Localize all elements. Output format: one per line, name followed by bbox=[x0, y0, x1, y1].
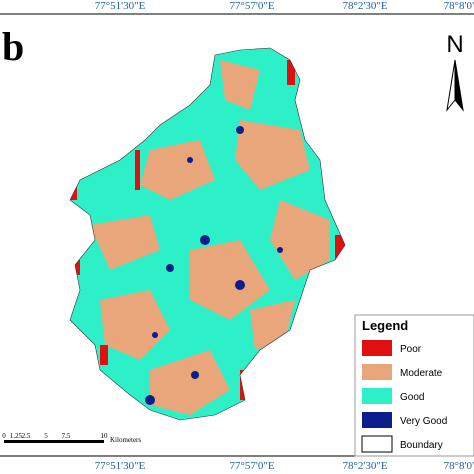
legend-title: Legend bbox=[362, 318, 408, 333]
coordinate-labels: 77°51'30"E 77°57'0"E 78°2'30"E 78°8'0" 77°51… bbox=[95, 0, 474, 472]
poor-patch bbox=[100, 345, 108, 365]
legend-swatch bbox=[361, 435, 393, 453]
legend-label: Moderate bbox=[400, 368, 443, 379]
coord-label-top: 77°57'0"E bbox=[229, 0, 274, 12]
poor-patch bbox=[287, 60, 295, 85]
coord-label-bottom: 78°2'30"E bbox=[342, 460, 387, 472]
scale-tick-label: 10 bbox=[101, 432, 109, 440]
very-good-patch bbox=[200, 235, 210, 245]
coord-label-top: 77°51'30"E bbox=[95, 0, 146, 12]
very-good-patch bbox=[152, 332, 158, 338]
coord-label-bottom: 77°51'30"E bbox=[95, 460, 146, 472]
very-good-patch bbox=[235, 280, 245, 290]
legend-swatch bbox=[362, 388, 392, 404]
moderate-patch bbox=[270, 200, 330, 280]
coord-label-top: 78°8'0" bbox=[444, 0, 474, 12]
scale-bar-rect bbox=[4, 440, 104, 443]
scale-unit: Kilometers bbox=[110, 436, 141, 444]
very-good-patch bbox=[236, 126, 244, 134]
legend-label: Poor bbox=[400, 344, 422, 355]
legend-box bbox=[354, 314, 474, 457]
scale-tick-label: 7.5 bbox=[62, 432, 71, 440]
legend-label: Very Good bbox=[400, 416, 447, 427]
very-good-patch bbox=[166, 264, 174, 272]
moderate-patch bbox=[190, 240, 270, 320]
legend-swatch bbox=[362, 364, 392, 380]
boundary bbox=[69, 47, 346, 421]
north-label: N bbox=[446, 31, 463, 58]
scale-bar: 0 1.25 2.5 5 7.5 10 Kilometers bbox=[2, 432, 141, 444]
scale-tick-label: 5 bbox=[44, 432, 48, 440]
coord-label-bottom: 78°8'0" bbox=[444, 460, 474, 472]
poor-patch bbox=[335, 235, 345, 260]
legend: Legend Poor Moderate Good Very Good Boundary bbox=[354, 314, 474, 457]
very-good-patch bbox=[187, 157, 193, 163]
panel-label: b bbox=[2, 24, 24, 69]
very-good-patch bbox=[145, 395, 155, 405]
legend-label: Good bbox=[400, 392, 424, 403]
poor-patch bbox=[70, 260, 80, 275]
moderate-patch bbox=[90, 215, 160, 270]
moderate-patch bbox=[150, 350, 230, 415]
moderate-patch bbox=[220, 60, 260, 110]
legend-swatch bbox=[362, 412, 392, 428]
very-good-patch bbox=[191, 371, 199, 379]
moderate-patch bbox=[140, 140, 215, 200]
scale-tick-label: 1.25 bbox=[10, 432, 23, 440]
coord-label-bottom: 77°57'0"E bbox=[229, 460, 274, 472]
very-good-patch bbox=[277, 247, 283, 253]
coord-label-top: 78°2'30"E bbox=[342, 0, 387, 12]
scale-tick-label: 2.5 bbox=[22, 432, 31, 440]
poor-patch bbox=[240, 370, 246, 400]
arrow-left bbox=[446, 59, 456, 112]
scale-tick-label: 0 bbox=[2, 432, 6, 440]
legend-swatch bbox=[362, 340, 392, 356]
map-region bbox=[70, 48, 345, 420]
moderate-patch bbox=[235, 120, 310, 190]
moderate-patch bbox=[100, 290, 170, 360]
poor-patch bbox=[135, 150, 140, 190]
arrow-right bbox=[454, 59, 464, 112]
legend-label: Boundary bbox=[400, 440, 443, 451]
north-arrow: N bbox=[446, 31, 464, 112]
